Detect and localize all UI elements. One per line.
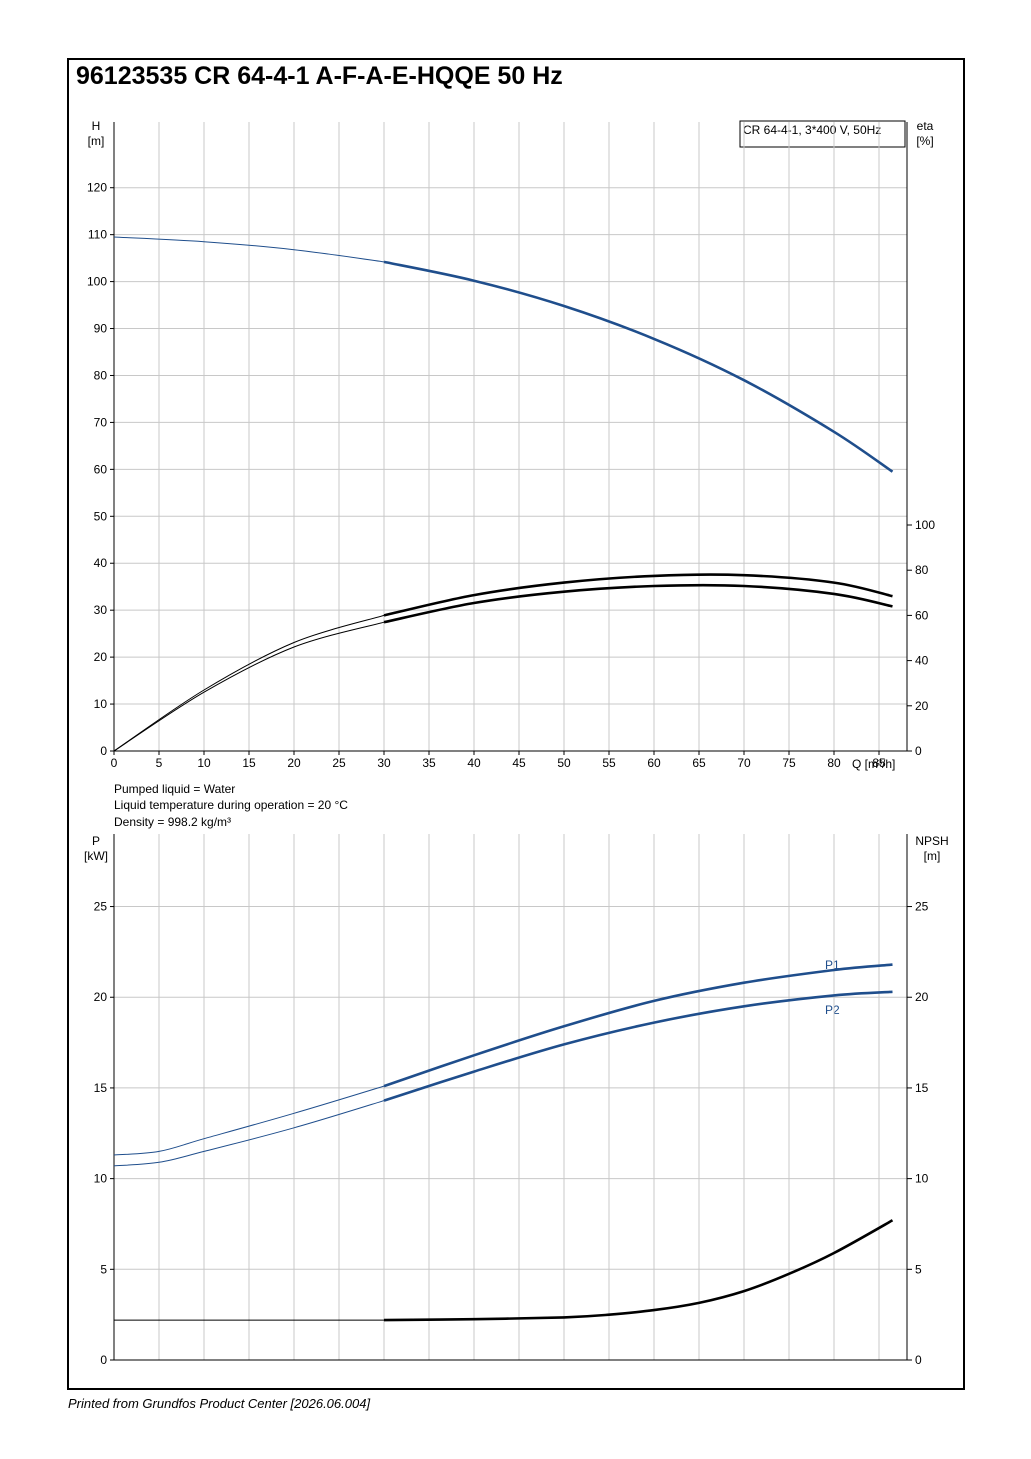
x-tick-label: 30 (377, 756, 391, 770)
eta-axis-unit: [%] (916, 134, 933, 148)
top-left-tick-label: 40 (94, 556, 108, 570)
x-tick-label: 0 (111, 756, 118, 770)
x-tick-label: 65 (692, 756, 706, 770)
x-axis-label: Q [m³/h] (852, 757, 895, 771)
x-tick-label: 5 (156, 756, 163, 770)
x-tick-label: 60 (647, 756, 661, 770)
sheet-frame (67, 58, 965, 1390)
note-temperature: Liquid temperature during operation = 20… (114, 798, 348, 812)
top-left-tick-label: 0 (100, 744, 107, 758)
eta-axis-label: eta (917, 119, 934, 133)
top-curve-series-2-duty (383, 583, 893, 624)
x-tick-label: 80 (827, 756, 841, 770)
top-left-tick-label: 50 (94, 509, 108, 523)
top-left-tick-label: 60 (94, 462, 108, 476)
bottom-left-tick-label: 25 (94, 900, 108, 914)
top-left-tick-label: 90 (94, 322, 108, 336)
top-curve-series-1-duty (383, 573, 893, 617)
bottom-left-tick-label: 20 (94, 990, 108, 1004)
top-right-tick-label: 80 (915, 563, 929, 577)
top-left-tick-label: 110 (88, 228, 107, 242)
bottom-right-tick-label: 20 (915, 990, 929, 1004)
bottom-curve-p2-duty (383, 990, 893, 1102)
bottom-right-tick-label: 25 (915, 900, 929, 914)
top-left-tick-label: 20 (94, 650, 108, 664)
bottom-left-tick-label: 0 (100, 1353, 107, 1367)
top-left-tick-label: 10 (94, 697, 108, 711)
top-left-tick-label: 80 (94, 368, 108, 382)
bottom-left-tick-label: 10 (94, 1172, 108, 1186)
top-right-tick-label: 100 (915, 518, 935, 532)
top-right-tick-label: 0 (915, 744, 922, 758)
bottom-curve-p1-thin (113, 1085, 385, 1156)
x-tick-label: 25 (332, 756, 346, 770)
top-right-tick-label: 40 (915, 654, 929, 668)
h-axis-unit: [m] (88, 134, 105, 148)
top-left-tick-label: 100 (87, 275, 107, 289)
x-tick-label: 35 (422, 756, 436, 770)
p-axis-unit: [kW] (84, 849, 108, 863)
x-tick-label: 85 (872, 756, 886, 770)
top-curve-series-0-duty (383, 260, 894, 473)
bottom-curve-series-2-duty (383, 1219, 894, 1322)
series-label-p2: P2 (825, 1003, 840, 1017)
top-right-tick-label: 20 (915, 699, 929, 713)
bottom-left-tick-label: 15 (94, 1081, 108, 1095)
x-tick-label: 10 (197, 756, 211, 770)
note-liquid: Pumped liquid = Water (114, 782, 235, 796)
bottom-curve-p1-duty (383, 963, 893, 1088)
bottom-curve-p2-thin (113, 1100, 385, 1167)
x-tick-label: 50 (557, 756, 571, 770)
top-left-tick-label: 120 (87, 181, 107, 195)
top-curve-series-2-thin (113, 621, 385, 752)
bottom-left-tick-label: 5 (100, 1262, 107, 1276)
h-axis-label: H (92, 119, 101, 133)
bottom-right-tick-label: 10 (915, 1172, 929, 1186)
top-left-tick-label: 30 (94, 603, 108, 617)
legend-text: CR 64-4-1, 3*400 V, 50Hz (743, 123, 881, 137)
top-curve-series-0-thin (113, 236, 385, 263)
top-curve-series-1-thin (113, 614, 385, 752)
x-tick-label: 55 (602, 756, 616, 770)
p-axis-label: P (92, 834, 100, 848)
x-tick-label: 15 (242, 756, 256, 770)
bottom-right-tick-label: 15 (915, 1081, 929, 1095)
x-tick-label: 20 (287, 756, 301, 770)
x-tick-label: 40 (467, 756, 481, 770)
x-tick-label: 70 (737, 756, 751, 770)
x-tick-label: 45 (512, 756, 526, 770)
npsh-axis-unit: [m] (924, 849, 941, 863)
x-tick-label: 75 (782, 756, 796, 770)
bottom-right-tick-label: 0 (915, 1353, 922, 1367)
legend-box (739, 120, 906, 148)
bottom-right-tick-label: 5 (915, 1262, 922, 1276)
print-footer: Printed from Grundfos Product Center [20… (68, 1396, 371, 1411)
top-right-tick-label: 60 (915, 608, 929, 622)
top-left-tick-label: 70 (94, 415, 108, 429)
npsh-axis-label: NPSH (915, 834, 948, 848)
page-title: 96123535 CR 64-4-1 A-F-A-E-HQQE 50 Hz (76, 62, 563, 90)
note-density: Density = 998.2 kg/m³ (114, 815, 231, 829)
